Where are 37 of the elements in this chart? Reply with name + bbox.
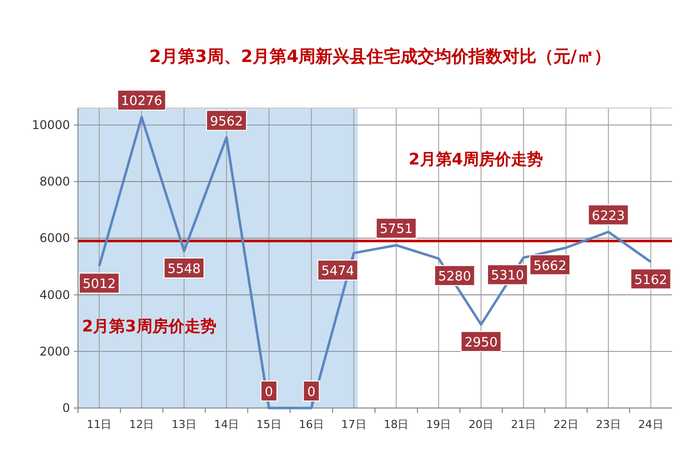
data-label: 5162 [634,272,668,288]
x-tick-label: 18日 [384,418,409,431]
data-label: 5474 [321,264,354,280]
annotation: 2月第4周房价走势 [408,150,543,169]
chart-title: 2月第3周、2月第4周新兴县住宅成交均价指数对比（元/㎡） [149,47,611,67]
x-tick-label: 15日 [256,418,282,431]
y-tick-label: 10000 [32,118,70,132]
x-tick-label: 13日 [172,418,197,431]
data-label: 5012 [82,277,116,292]
x-tick-label: 21日 [511,418,536,431]
x-tick-label: 11日 [86,418,112,431]
data-label: 0 [264,385,274,400]
data-label: 5280 [438,270,472,285]
x-tick-label: 16日 [298,418,324,431]
x-tick-label: 12日 [129,418,154,431]
x-tick-label: 14日 [214,418,239,431]
data-label: 10276 [120,94,162,110]
x-tick-label: 20日 [468,418,494,431]
y-tick-label: 2000 [39,344,70,358]
band-label: 2月第3周房价走势 [82,316,216,336]
data-label: 6223 [592,208,625,224]
x-tick-label: 23日 [596,418,621,431]
data-label: 5662 [533,258,566,274]
data-label: 2950 [464,336,498,351]
x-tick-label: 24日 [638,418,664,431]
data-label: 0 [307,385,316,400]
data-label: 5751 [380,222,413,238]
data-label: 5310 [490,268,524,284]
y-tick-label: 0 [62,401,70,415]
x-tick-label: 19日 [426,418,452,431]
x-tick-label: 22日 [553,418,578,431]
y-tick-label: 6000 [39,231,70,246]
data-label: 5548 [168,262,201,277]
x-tick-label: 17日 [341,418,366,431]
y-tick-label: 4000 [39,288,70,302]
y-tick-label: 8000 [39,174,70,189]
data-label: 9562 [210,114,244,130]
